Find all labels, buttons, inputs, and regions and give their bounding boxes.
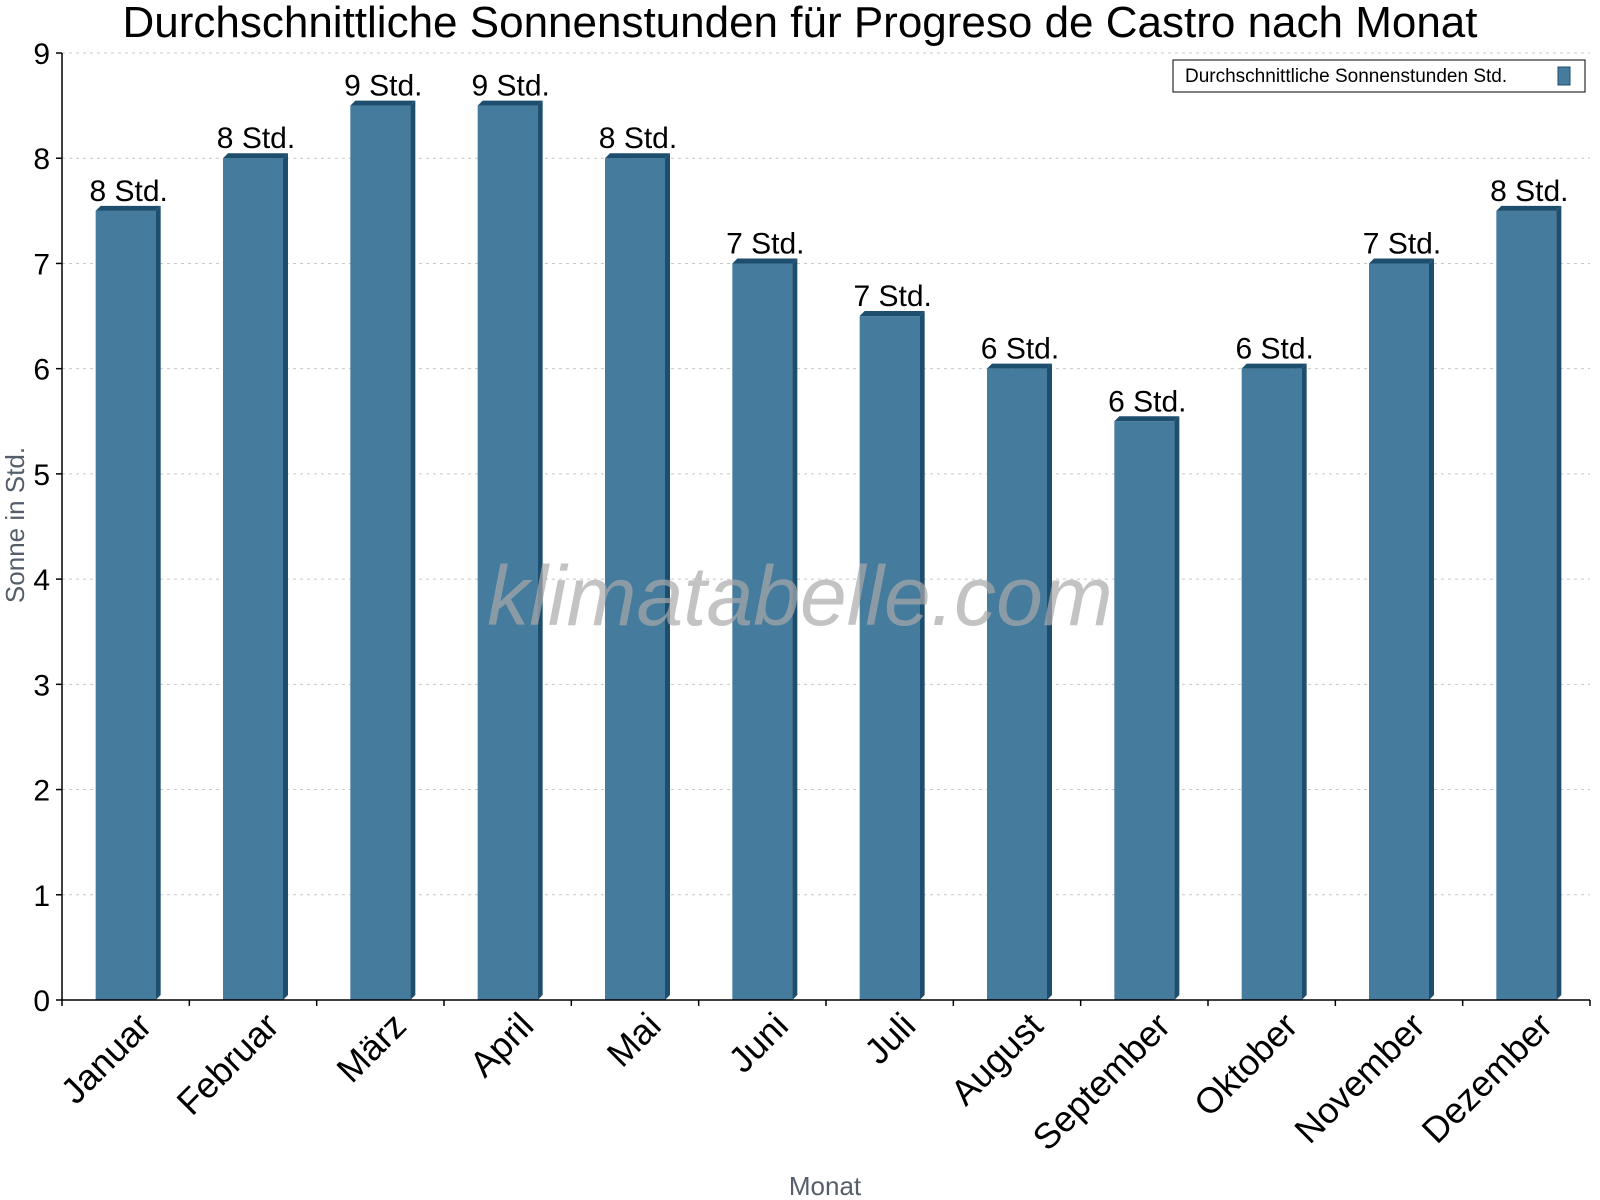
bar-november (1369, 258, 1434, 1000)
bar-august (987, 363, 1052, 1001)
bar-front (1496, 210, 1557, 1001)
x-tick-label: Februar (169, 1005, 287, 1123)
y-tick-label: 9 (33, 38, 50, 71)
bar-januar (95, 205, 161, 1001)
x-tick-label: November (1286, 1005, 1432, 1151)
data-label: 8 Std. (217, 122, 295, 155)
data-label: 6 Std. (981, 333, 1059, 366)
bar-mai (605, 153, 670, 1000)
bar-side-face (665, 153, 670, 1000)
legend: Durchschnittliche Sonnenstunden Std. (1172, 59, 1586, 93)
data-label: 7 Std. (853, 280, 931, 313)
bar-front (1369, 263, 1429, 1000)
bar-front (223, 158, 283, 1000)
bar-top-face (1241, 363, 1307, 369)
bar-oktober (1241, 363, 1307, 1001)
bar-front (95, 210, 156, 1001)
bar-side-face (792, 258, 798, 1000)
bar-top-face (350, 100, 416, 106)
gridlines (62, 52, 1590, 896)
y-tick-label: 5 (33, 459, 50, 492)
data-label: 7 Std. (1363, 227, 1441, 260)
y-tick-label: 2 (33, 775, 50, 808)
bar-top-face (859, 311, 925, 317)
bar-front (350, 105, 411, 1001)
bar-front (987, 368, 1047, 1001)
y-axis-title: Sonne in Std. (0, 447, 30, 603)
data-label: 7 Std. (726, 227, 804, 260)
bar-front (732, 263, 793, 1000)
x-tick-label: August (942, 1005, 1050, 1113)
bars (95, 100, 1562, 1001)
bar-front (1114, 421, 1175, 1000)
data-label: 8 Std. (599, 122, 677, 155)
bar-side-face (1429, 258, 1434, 1000)
data-label: 8 Std. (1490, 175, 1568, 208)
x-tick-label: Januar (52, 1005, 159, 1112)
x-tick-label: Mai (599, 1005, 669, 1075)
bar-top-face (1496, 205, 1562, 211)
bar-september (1114, 416, 1180, 1000)
bar-dezember (1496, 205, 1562, 1001)
data-label: 9 Std. (344, 70, 422, 103)
bar-side-face (1556, 205, 1562, 1001)
watermark: klimatabelle.com (487, 549, 1113, 643)
bar-side-face (537, 100, 543, 1001)
bar-top-face (987, 363, 1052, 369)
x-axis-title: Monat (789, 1171, 862, 1200)
bar-front (605, 158, 665, 1000)
x-tick-label: April (461, 1005, 541, 1085)
data-label: 6 Std. (1108, 385, 1186, 418)
bar-top-face (732, 258, 798, 264)
bar-side-face (919, 311, 925, 1000)
bar-top-face (95, 205, 161, 211)
y-tick-label: 1 (33, 880, 50, 913)
x-tick-label: Dezember (1414, 1005, 1560, 1151)
bar-top-face (1114, 416, 1180, 422)
legend-label: Durchschnittliche Sonnenstunden Std. (1185, 66, 1507, 87)
bar-side-face (1047, 363, 1052, 1001)
x-tick-label: Oktober (1186, 1005, 1306, 1125)
x-tick-label: Juni (720, 1005, 796, 1081)
bar-top-face (477, 100, 543, 106)
bar-side-face (283, 153, 288, 1000)
bar-juli (859, 311, 925, 1000)
bar-april (477, 100, 543, 1001)
bar-top-face (1369, 258, 1434, 264)
y-tick-label: 6 (33, 354, 50, 387)
data-labels: 8 Std. 8 Std. 9 Std. 9 Std. 8 Std. 7 Std. 7 St… (89, 70, 1568, 419)
x-tick-label: Juli (856, 1005, 923, 1072)
y-tick-label: 0 (33, 985, 50, 1018)
bar-märz (350, 100, 416, 1001)
data-label: 8 Std. (89, 175, 167, 208)
bar-side-face (410, 100, 416, 1001)
bar-top-face (605, 153, 670, 159)
x-tick-label: September (1024, 1005, 1178, 1159)
bar-front (1241, 368, 1302, 1001)
bar-top-face (223, 153, 288, 159)
bar-februar (223, 153, 288, 1000)
data-label: 9 Std. (471, 70, 549, 103)
bar-front (859, 316, 920, 1000)
data-label: 6 Std. (1235, 333, 1313, 366)
x-tick-label: März (328, 1005, 414, 1091)
y-tick-label: 4 (33, 564, 50, 597)
legend-swatch (1557, 66, 1571, 86)
bar-side-face (1174, 416, 1180, 1000)
chart-title: Durchschnittliche Sonnenstunden für Prog… (123, 0, 1478, 47)
bar-front (477, 105, 538, 1001)
bar-juni (732, 258, 798, 1000)
y-tick-label: 8 (33, 143, 50, 176)
y-tick-label: 3 (33, 669, 50, 702)
legend-box (1172, 59, 1586, 93)
y-tick-label: 7 (33, 248, 50, 281)
bar-side-face (1301, 363, 1307, 1001)
bar-side-face (155, 205, 161, 1001)
